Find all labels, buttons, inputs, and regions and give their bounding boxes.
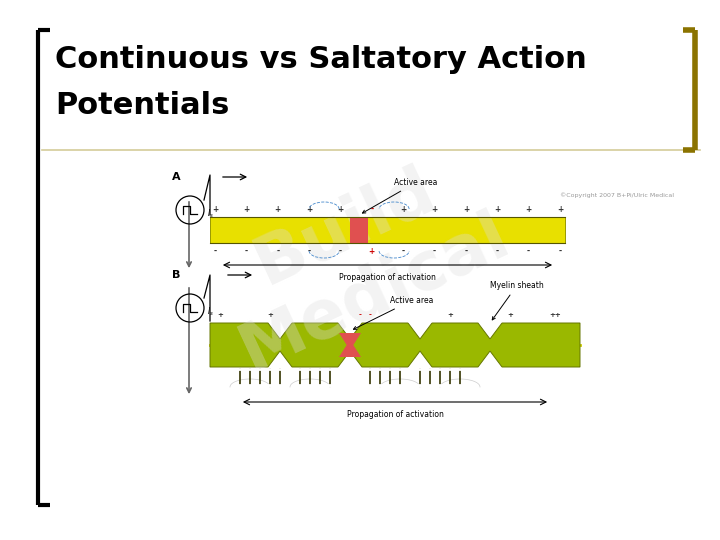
- Text: -: -: [402, 246, 405, 255]
- Text: -: -: [213, 246, 217, 255]
- Text: $I_s$: $I_s$: [207, 306, 214, 318]
- Text: $I_s$: $I_s$: [207, 208, 214, 220]
- Text: +: +: [526, 205, 532, 213]
- Text: +: +: [507, 312, 513, 318]
- Text: -: -: [559, 246, 562, 255]
- Text: +: +: [212, 205, 218, 213]
- Text: -: -: [433, 246, 436, 255]
- Text: -: -: [339, 246, 342, 255]
- Text: -: -: [276, 246, 279, 255]
- Text: Active area: Active area: [354, 296, 433, 329]
- Text: Build
Medical: Build Medical: [200, 137, 520, 383]
- Text: -: -: [527, 246, 530, 255]
- Text: +: +: [243, 205, 250, 213]
- Text: +: +: [306, 205, 312, 213]
- Text: +: +: [274, 205, 281, 213]
- Text: ©Copyright 2007 B+Pi/Ulric Medical: ©Copyright 2007 B+Pi/Ulric Medical: [560, 192, 674, 198]
- Text: B: B: [172, 270, 181, 280]
- Text: -: -: [370, 205, 374, 213]
- Bar: [350, 217, 368, 243]
- Text: +: +: [400, 205, 406, 213]
- Text: A: A: [172, 172, 181, 182]
- Text: -: -: [307, 246, 310, 255]
- Text: Continuous vs Saltatory Action: Continuous vs Saltatory Action: [55, 45, 587, 75]
- Text: -: -: [245, 246, 248, 255]
- Text: -: -: [495, 246, 499, 255]
- Polygon shape: [339, 333, 361, 357]
- Bar: [210, 217, 565, 243]
- Text: +: +: [447, 312, 453, 318]
- Text: -: -: [359, 312, 361, 318]
- Text: +: +: [267, 312, 273, 318]
- Text: +: +: [494, 205, 500, 213]
- Text: +: +: [338, 205, 343, 213]
- Text: +: +: [557, 205, 563, 213]
- Text: -: -: [464, 246, 467, 255]
- Text: Active area: Active area: [362, 178, 438, 213]
- Text: ++: ++: [549, 312, 561, 318]
- Text: +: +: [463, 205, 469, 213]
- Text: Myelin sheath: Myelin sheath: [490, 281, 544, 320]
- Text: Propagation of activation: Propagation of activation: [339, 273, 436, 282]
- Text: +: +: [431, 205, 438, 213]
- Polygon shape: [210, 323, 580, 367]
- Text: Potentials: Potentials: [55, 91, 230, 119]
- Text: +: +: [217, 312, 223, 318]
- Text: -: -: [369, 312, 372, 318]
- Text: +: +: [369, 246, 375, 255]
- Text: Propagation of activation: Propagation of activation: [346, 410, 444, 419]
